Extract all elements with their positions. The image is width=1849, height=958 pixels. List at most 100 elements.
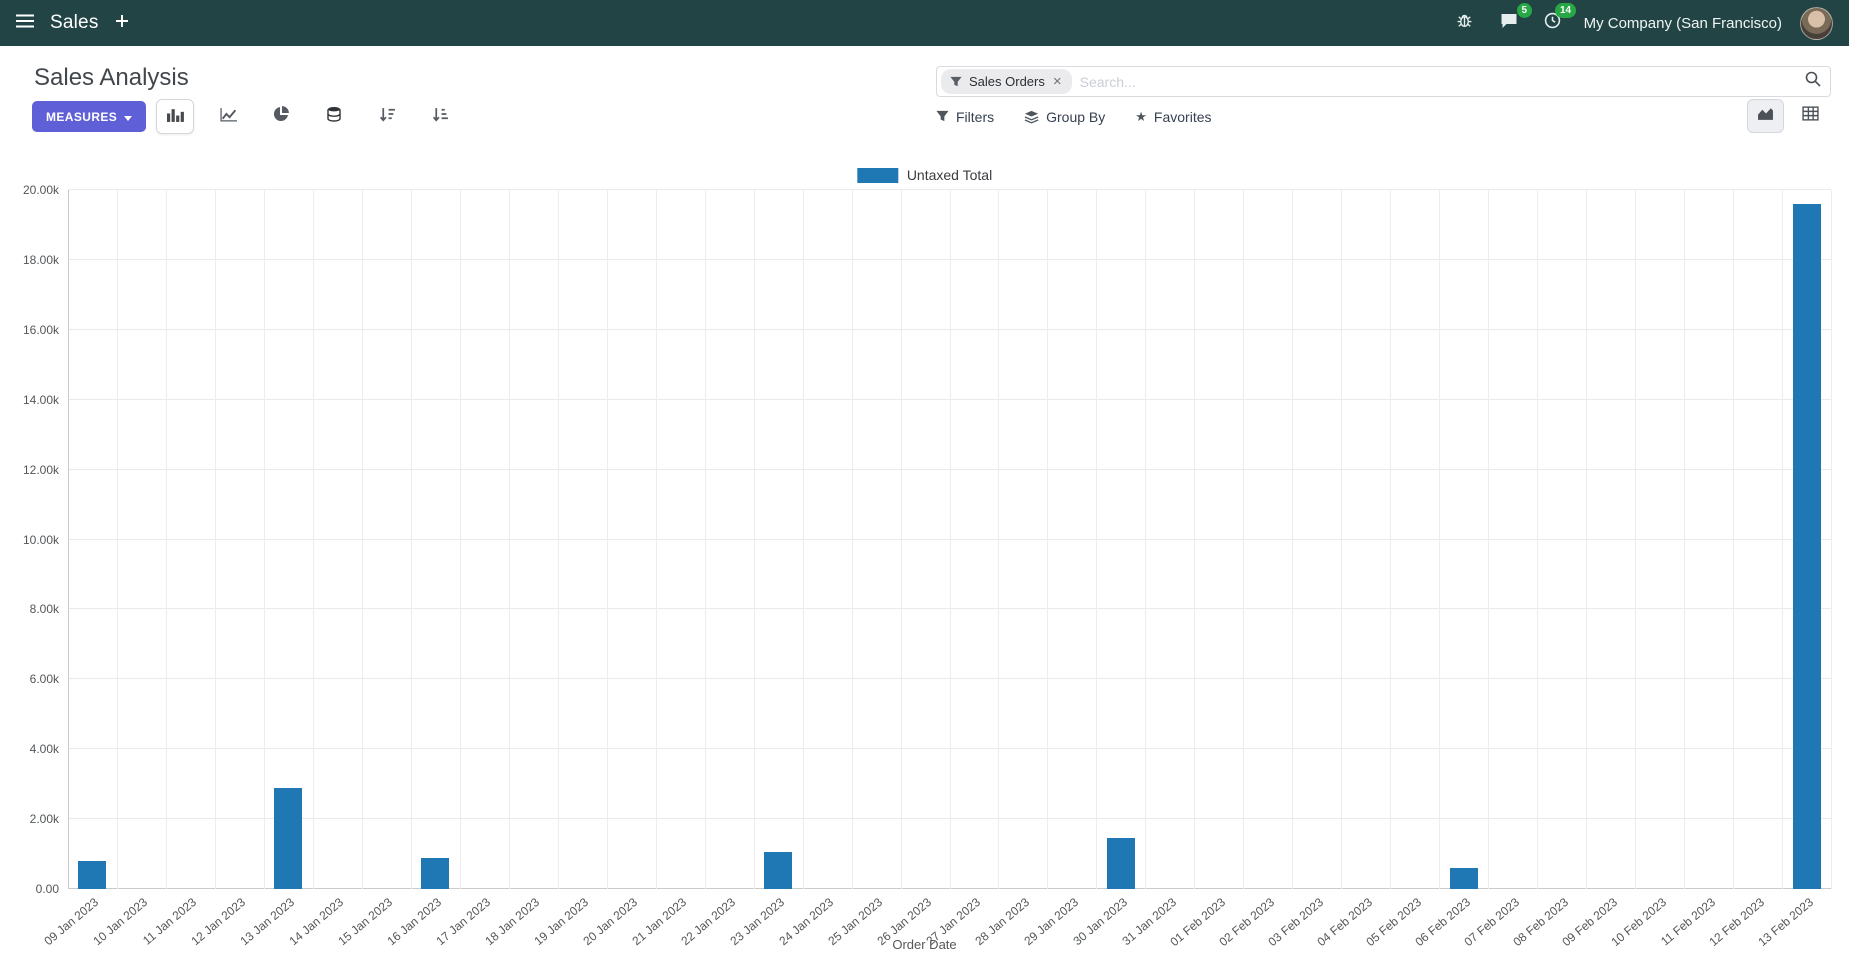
group-by-button[interactable]: Group By: [1024, 109, 1105, 125]
chart-bar[interactable]: [274, 787, 303, 889]
favorites-button[interactable]: ★ Favorites: [1135, 109, 1211, 125]
graph-view-button[interactable]: [1747, 99, 1784, 133]
bar-chart-button[interactable]: [156, 99, 194, 134]
debug-button[interactable]: [1452, 10, 1478, 36]
activities-button[interactable]: 14: [1540, 3, 1576, 36]
search-facet-label: Sales Orders: [969, 74, 1045, 89]
gridline-vertical: [459, 190, 461, 889]
table-grid-icon: [1802, 106, 1819, 126]
pie-chart-icon: [273, 106, 289, 127]
chart-bar[interactable]: [1449, 868, 1478, 889]
pivot-view-button[interactable]: [1792, 99, 1829, 133]
chart-bar[interactable]: [421, 857, 450, 889]
gridline-vertical: [802, 190, 804, 889]
gridline-vertical: [1341, 190, 1343, 889]
gridline-vertical: [1488, 190, 1490, 889]
stacked-toggle-button[interactable]: [315, 99, 353, 134]
gridline-vertical: [998, 190, 1000, 889]
y-axis-tick-label: 12.00k: [22, 462, 59, 477]
chart-toolbar: [156, 99, 459, 134]
gridline-vertical: [214, 190, 216, 889]
gridline-vertical: [1145, 190, 1147, 889]
clock-icon: [1544, 12, 1561, 34]
search-bar: Sales Orders ×: [936, 66, 1831, 97]
y-axis-tick-label: 14.00k: [22, 392, 59, 407]
y-axis-tick-label: 10.00k: [22, 532, 59, 547]
pie-chart-button[interactable]: [262, 99, 300, 134]
graph-view: Untaxed Total 0.00 2.00k 4.00k 6.00k 8.00k 10…: [0, 156, 1849, 958]
chat-bubble-icon: [1500, 13, 1518, 34]
chart-bar[interactable]: [1792, 203, 1821, 889]
new-record-button[interactable]: [115, 14, 129, 33]
activities-badge: 14: [1555, 3, 1576, 18]
gridline-vertical: [312, 190, 314, 889]
x-axis-title: Order Date: [892, 937, 957, 952]
chart-bar[interactable]: [764, 852, 793, 889]
gridline-vertical: [900, 190, 902, 889]
line-chart-button[interactable]: [209, 99, 247, 134]
database-stack-icon: [326, 106, 342, 127]
gridline-vertical: [1390, 190, 1392, 889]
gridline-vertical: [1586, 190, 1588, 889]
chart-legend-item[interactable]: Untaxed Total: [856, 167, 993, 183]
user-avatar[interactable]: [1800, 6, 1833, 40]
search-input[interactable]: [1079, 73, 1797, 90]
y-axis-tick-label: 20.00k: [22, 183, 59, 197]
gridline-vertical: [1831, 190, 1832, 889]
chart-bar[interactable]: [1106, 838, 1135, 889]
gridline-vertical: [1243, 190, 1245, 889]
gridline-vertical: [704, 190, 706, 889]
gridline-vertical: [1733, 190, 1735, 889]
search-options: Filters Group By ★ Favorites: [936, 101, 1212, 132]
gridline-vertical: [361, 190, 363, 889]
area-chart-icon: [1757, 106, 1774, 126]
gridline-vertical: [1684, 190, 1686, 889]
gridline-horizontal: [68, 189, 1831, 190]
app-menu-button[interactable]: [16, 14, 34, 33]
filters-funnel-icon: [936, 110, 949, 123]
gridline-vertical: [165, 190, 167, 889]
y-axis-tick-label: 18.00k: [22, 252, 59, 267]
gridline-vertical: [851, 190, 853, 889]
bar-chart-icon: [166, 107, 184, 127]
filters-label: Filters: [956, 108, 995, 125]
gridline-vertical: [949, 190, 951, 889]
search-button[interactable]: [1805, 71, 1821, 92]
star-icon: ★: [1135, 109, 1147, 124]
navbar-left: Sales: [16, 12, 129, 34]
company-switcher[interactable]: My Company (San Francisco): [1583, 14, 1782, 32]
chart-bar[interactable]: [78, 861, 107, 889]
gridline-vertical: [1096, 190, 1098, 889]
messages-button[interactable]: 5: [1496, 3, 1532, 36]
measures-button[interactable]: MEASURES: [32, 101, 147, 132]
funnel-icon: [950, 76, 962, 88]
navbar-systray: 5 14 My Company (San Francisco): [1452, 3, 1833, 40]
filters-button[interactable]: Filters: [936, 109, 994, 125]
sort-amount-asc-icon: [432, 107, 449, 127]
gridline-vertical: [753, 190, 755, 889]
gridline-vertical: [1194, 190, 1196, 889]
gridline-vertical: [1439, 190, 1441, 889]
favorites-label: Favorites: [1153, 108, 1212, 125]
bug-icon: [1456, 12, 1473, 34]
app-title[interactable]: Sales: [50, 12, 99, 33]
gridline-vertical: [1635, 190, 1637, 889]
sort-descending-button[interactable]: [368, 99, 406, 134]
gridline-vertical: [606, 190, 608, 889]
facet-remove-button[interactable]: ×: [1052, 73, 1062, 90]
gridline-vertical: [68, 190, 69, 889]
gridline-vertical: [1782, 190, 1784, 889]
measures-label: MEASURES: [46, 109, 118, 124]
gridline-vertical: [655, 190, 657, 889]
view-switcher: [1747, 99, 1829, 133]
gridline-vertical: [1292, 190, 1294, 889]
gridline-vertical: [557, 190, 559, 889]
y-axis-tick-label: 2.00k: [29, 812, 59, 827]
sort-amount-desc-icon: [379, 107, 396, 127]
y-axis-tick-label: 0.00: [35, 882, 59, 896]
sort-ascending-button[interactable]: [421, 99, 459, 134]
search-facet: Sales Orders ×: [941, 69, 1072, 94]
plus-icon: [115, 14, 129, 33]
legend-label: Untaxed Total: [906, 167, 993, 183]
